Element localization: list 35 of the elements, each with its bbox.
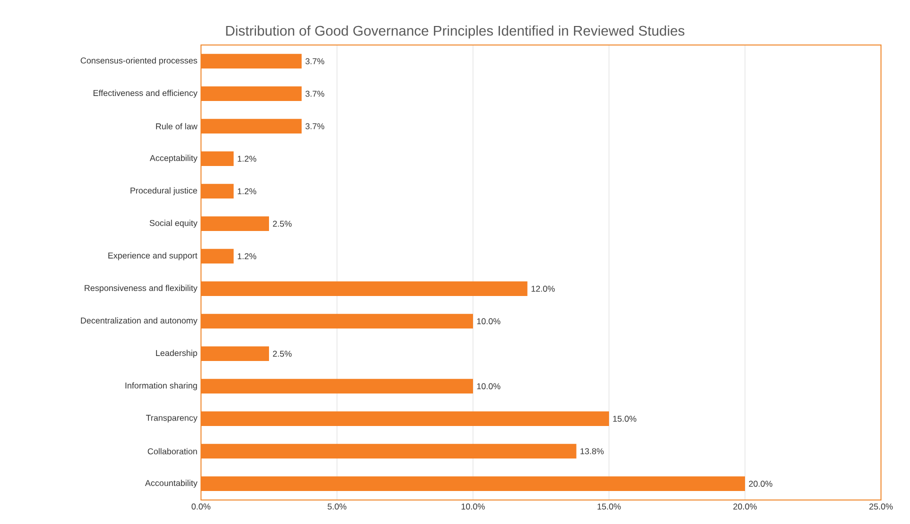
y-tick-label: Responsiveness and flexibility [84,284,198,293]
y-tick-label: Leadership [156,350,198,358]
y-tick-label: Transparency [146,414,198,423]
y-tick-label: Information sharing [126,382,197,390]
data-label: 10.0% [477,383,500,390]
data-label: 1.2% [238,253,256,260]
y-tick-label: Procedural justice [130,187,198,196]
y-tick-label: Accountability [145,480,198,488]
data-label: 1.2% [238,188,256,194]
data-label: 1.2% [238,156,256,162]
data-label: 3.7% [306,58,324,64]
y-tick-label: Decentralization and autonomy [80,317,198,326]
y-tick-label: Experience and support [108,252,198,260]
data-label: 20.0% [748,480,772,487]
data-label: 12.0% [532,286,555,292]
data-label: 2.5% [272,350,292,357]
data-label: 13.8% [580,448,604,454]
x-tick-label: 25.0% [869,504,893,510]
x-tick-label: 15.0% [598,504,621,510]
y-tick-label: Effectiveness and efficiency [94,90,198,98]
data-label: 3.7% [306,123,324,130]
x-tick-label: 5.0% [328,504,346,510]
chart-title: Distribution of Good Governance Principles Identified in Reviewed Studies [226,25,684,39]
y-tick-label: Acceptability [150,154,198,163]
x-tick-label: 20.0% [733,504,757,510]
data-label: 10.0% [477,318,500,324]
x-tick-label: 0.0% [192,504,210,510]
data-label: 2.5% [272,220,292,227]
data-label: 15.0% [613,416,636,422]
y-tick-label: Consensus-oriented processes [80,57,198,66]
y-tick-label: Social equity [150,220,198,228]
y-tick-label: Collaboration [148,448,197,454]
data-label: 3.7% [306,90,324,97]
y-tick-label: Rule of law [156,123,198,130]
x-tick-label: 10.0% [462,504,485,510]
